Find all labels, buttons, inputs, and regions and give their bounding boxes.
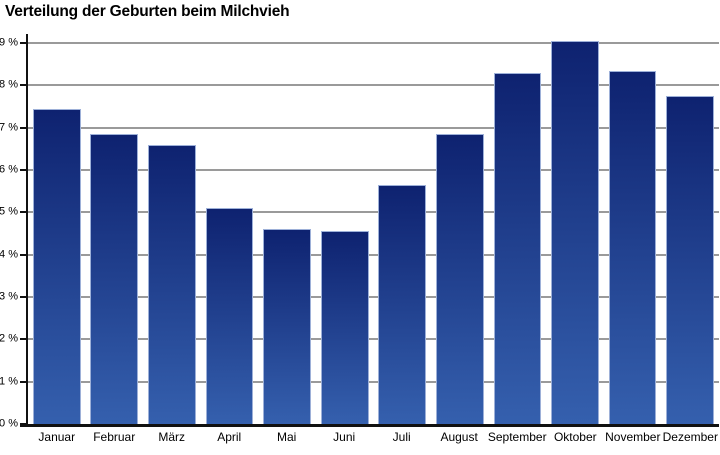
y-tick-label: 8 % <box>0 78 18 91</box>
gridline <box>28 338 719 341</box>
bar-juni <box>320 231 369 424</box>
y-tick <box>20 42 28 44</box>
gridline <box>28 126 719 129</box>
x-tick-label: Dezember <box>662 430 718 444</box>
y-tick <box>20 253 28 256</box>
x-tick-label: November <box>605 430 661 444</box>
gridline <box>28 211 719 214</box>
gridline <box>28 296 719 298</box>
bar-slot <box>316 43 374 424</box>
y-tick <box>20 126 28 129</box>
y-axis-line <box>26 34 28 424</box>
y-tick-label: 7 % <box>0 121 18 134</box>
bar-august <box>435 134 484 424</box>
bar-slot <box>604 43 662 424</box>
y-tick <box>20 296 28 298</box>
bar-november <box>608 70 657 424</box>
bar-slot <box>661 43 719 424</box>
x-tick-label: Oktober <box>553 430 597 444</box>
bar-series <box>28 40 719 424</box>
bar-slot <box>431 43 489 424</box>
bar-april <box>205 208 254 424</box>
chart-title: Verteilung der Geburten beim Milchvieh <box>5 3 290 20</box>
y-tick <box>20 84 28 87</box>
bar-januar <box>32 108 81 424</box>
bar-juli <box>378 184 427 424</box>
x-tick-label: August <box>440 430 478 444</box>
gridline <box>28 42 719 44</box>
gridline <box>28 253 719 256</box>
x-tick-label: Mai <box>277 430 297 444</box>
bar-slot <box>143 43 201 424</box>
bar-slot <box>546 40 604 424</box>
bar-slot <box>201 43 259 424</box>
bar-slot <box>86 43 144 424</box>
y-tick-label: 9 % <box>0 36 18 49</box>
x-tick-label: September <box>487 430 547 444</box>
y-tick <box>20 169 28 171</box>
y-tick <box>20 423 28 425</box>
y-tick <box>20 211 28 214</box>
y-tick-label: 3 % <box>0 290 18 303</box>
bar-oktober <box>551 40 599 424</box>
bar-märz <box>148 144 196 424</box>
plot-area: 0 % 1 % 2 % 3 % 4 % 5 % 6 % 7 % 8 % 9 % Januar Feb… <box>0 34 719 443</box>
bar-september <box>493 72 542 424</box>
x-tick-label: Januar <box>38 430 76 444</box>
bar-slot <box>373 43 431 424</box>
x-tick-label: Februar <box>93 430 136 444</box>
bar-mai <box>263 229 311 424</box>
x-tick-label: Juni <box>333 430 356 444</box>
x-tick-label: Juli <box>392 430 411 444</box>
y-tick-label: 2 % <box>0 332 18 345</box>
bar-dezember <box>666 95 715 424</box>
x-axis-line <box>20 424 719 427</box>
x-tick-label: März <box>158 430 186 444</box>
y-tick-label: 4 % <box>0 248 18 261</box>
y-tick-label: 0 % <box>0 417 18 430</box>
bar-slot <box>489 43 547 424</box>
gridline <box>28 169 719 171</box>
bar-slot <box>28 43 86 424</box>
y-tick-label: 6 % <box>0 163 18 176</box>
gridline <box>28 380 719 383</box>
y-tick-label: 5 % <box>0 205 18 218</box>
y-tick <box>20 338 28 341</box>
x-axis-labels: Januar Februar März April Mai Juni Juli August S… <box>28 431 719 443</box>
bar-februar <box>90 134 139 424</box>
bar-slot <box>258 43 316 424</box>
gridline <box>28 84 719 87</box>
y-tick-label: 1 % <box>0 375 18 388</box>
x-tick-label: April <box>217 430 242 444</box>
y-tick <box>20 380 28 383</box>
